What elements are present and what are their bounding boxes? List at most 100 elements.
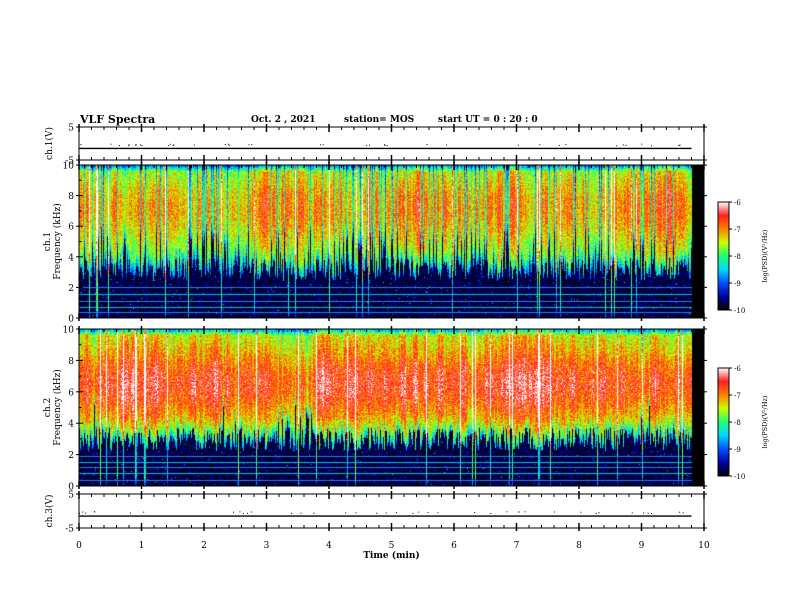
waveform-speck	[446, 144, 448, 146]
waveform-speck	[140, 144, 142, 146]
waveform-speck	[651, 513, 652, 514]
y-tick-label: 0	[68, 315, 74, 325]
waveform-speck	[679, 511, 681, 513]
y-tick-label: 5	[68, 124, 74, 134]
waveform-speck	[233, 511, 234, 513]
waveform-speck	[251, 143, 253, 145]
colorbar-label: log(PSD)(V²/Hz)	[761, 229, 769, 282]
x-tick-label: 6	[451, 541, 457, 551]
waveform-speck	[345, 512, 347, 514]
y-tick-label: 10	[63, 326, 75, 336]
x-tick-label: 10	[698, 541, 710, 551]
waveform-speck	[228, 144, 230, 146]
waveform-speck	[384, 145, 386, 146]
waveform-speck	[227, 143, 229, 145]
waveform-speck	[110, 143, 112, 145]
colorbar-tick-label: -8	[734, 419, 741, 427]
waveform-speck	[80, 144, 82, 146]
colorbar-tick-label: -6	[734, 365, 741, 373]
y-tick-label: -5	[65, 525, 74, 535]
x-tick-label: 7	[514, 541, 520, 551]
waveform-speck	[246, 512, 248, 514]
y-tick-label: 8	[68, 357, 74, 367]
colorbar-label: log(PSD)(V²/Hz)	[761, 395, 769, 448]
waveform-speck	[129, 512, 131, 514]
waveform-speck	[678, 145, 680, 146]
colorbar-2	[717, 367, 730, 477]
waveform-speck	[300, 512, 302, 514]
x-axis-label: Time (min)	[363, 550, 420, 561]
waveform-speck	[135, 144, 136, 146]
waveform-speck	[242, 512, 244, 514]
waveform-speck	[418, 511, 420, 513]
waveform-speck	[135, 144, 137, 146]
y-tick-label: 4	[68, 420, 74, 430]
waveform-speck	[173, 144, 175, 146]
waveform-speck	[119, 145, 120, 147]
waveform-speck	[631, 512, 633, 514]
waveform-speck	[554, 511, 555, 513]
waveform-speck	[193, 144, 195, 146]
waveform-speck	[82, 511, 84, 513]
colorbar-tick-label: -6	[734, 199, 741, 207]
x-tick-label: 8	[576, 541, 582, 551]
colorbar-tick-label: -8	[734, 253, 741, 261]
y-tick-label: 5	[68, 491, 74, 501]
colorbar-tick-label: -9	[734, 280, 741, 288]
waveform-speck	[595, 513, 597, 514]
y-tick-label: 10	[63, 162, 75, 172]
waveform-speck	[565, 143, 567, 145]
waveform-speck	[490, 513, 492, 514]
y-axis-label-frequency: Frequency (kHz)	[52, 203, 63, 280]
waveform-speck	[580, 511, 582, 513]
waveform-speck	[524, 511, 526, 513]
waveform-speck	[437, 512, 439, 514]
waveform-speck	[682, 512, 684, 514]
waveform-speck	[94, 511, 96, 513]
x-tick-label: 0	[76, 541, 82, 551]
x-tick-label: 2	[201, 541, 207, 551]
waveform-speck	[395, 512, 397, 513]
date-label: Oct. 2 , 2021	[251, 115, 316, 125]
waveform-speck	[376, 512, 378, 514]
y-tick-label: -5	[65, 157, 74, 167]
y-tick-label: 2	[68, 284, 74, 294]
colorbar-tick-label: -7	[734, 392, 741, 400]
waveform-speck	[622, 144, 624, 146]
waveform-speck	[313, 512, 315, 514]
waveform-speck	[517, 144, 519, 146]
waveform-speck	[643, 512, 645, 514]
start-time-label: start UT = 0 : 20 : 0	[438, 115, 538, 125]
waveform-speck	[369, 144, 370, 146]
waveform-speck	[474, 512, 476, 513]
waveform-speck	[85, 512, 87, 514]
waveform-speck	[598, 512, 600, 514]
waveform-speck	[426, 144, 428, 145]
waveform-speck	[384, 144, 386, 146]
x-tick-label: 5	[389, 541, 395, 551]
waveform-speck	[427, 511, 429, 513]
ch1-spectrogram-image	[79, 165, 704, 318]
colorbar-tick-label: -10	[734, 307, 745, 315]
y-tick-label: 0	[68, 483, 74, 493]
waveform-speck	[647, 512, 649, 514]
x-tick-label: 1	[139, 541, 145, 551]
x-tick-label: 4	[326, 541, 332, 551]
waveform-speck	[141, 145, 143, 147]
waveform-speck	[291, 512, 293, 514]
colorbar-tick-label: -9	[734, 446, 741, 454]
waveform-speck	[224, 144, 226, 145]
waveform-speck	[250, 511, 252, 513]
waveform-speck	[412, 512, 414, 514]
waveform-speck	[518, 511, 520, 513]
waveform-speck	[169, 143, 171, 145]
ch2-spectrogram-image	[79, 329, 704, 486]
x-tick-label: 3	[264, 541, 270, 551]
waveform-speck	[319, 144, 321, 146]
y-tick-label: 8	[68, 192, 74, 202]
y-axis-label-channel: ch.2	[43, 398, 53, 417]
y-axis-label: ch.3(V)	[44, 495, 55, 528]
colorbar-tick-label: -7	[734, 226, 741, 234]
